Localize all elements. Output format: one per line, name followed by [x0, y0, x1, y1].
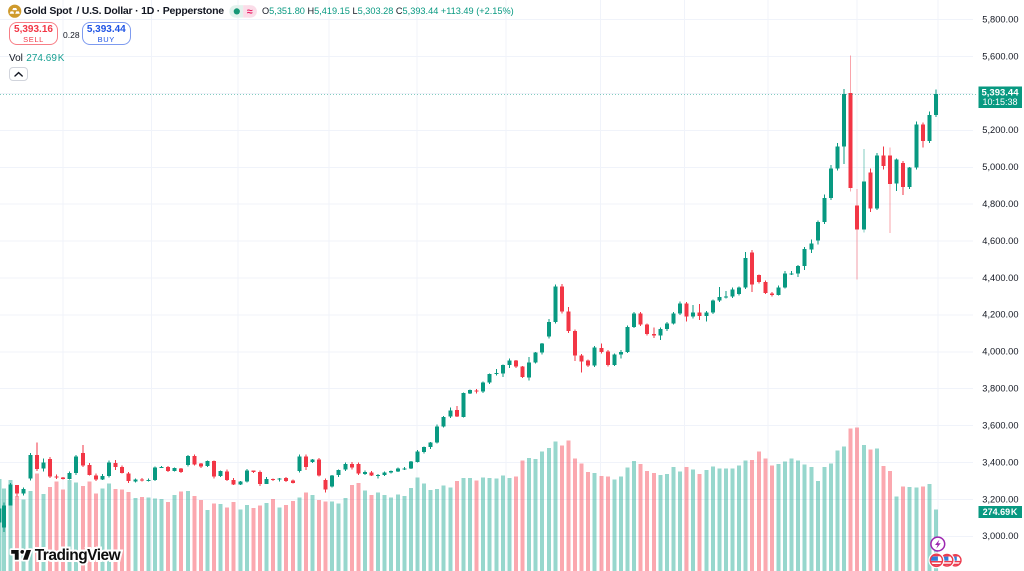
svg-text:3,600.00: 3,600.00: [982, 421, 1018, 431]
svg-text:4,000.00: 4,000.00: [982, 347, 1018, 357]
svg-text:10:15:38: 10:15:38: [982, 97, 1017, 107]
svg-text:5,393.44: 5,393.44: [982, 88, 1020, 99]
svg-text:4,600.00: 4,600.00: [982, 236, 1018, 246]
svg-text:3,800.00: 3,800.00: [982, 384, 1018, 394]
svg-text:3,400.00: 3,400.00: [982, 457, 1018, 467]
svg-text:4,800.00: 4,800.00: [982, 199, 1018, 209]
svg-text:5,000.00: 5,000.00: [982, 162, 1018, 172]
svg-text:4,200.00: 4,200.00: [982, 310, 1018, 320]
svg-text:5,200.00: 5,200.00: [982, 125, 1018, 135]
svg-text:5,800.00: 5,800.00: [982, 14, 1018, 24]
svg-text:TradingView: TradingView: [35, 547, 122, 564]
svg-text:4,400.00: 4,400.00: [982, 273, 1018, 283]
svg-text:5,600.00: 5,600.00: [982, 51, 1018, 61]
svg-text:3,000.00: 3,000.00: [982, 531, 1018, 541]
svg-text:≈: ≈: [247, 6, 253, 18]
svg-text:274.69 K: 274.69 K: [983, 507, 1018, 517]
svg-text:3,200.00: 3,200.00: [982, 494, 1018, 504]
